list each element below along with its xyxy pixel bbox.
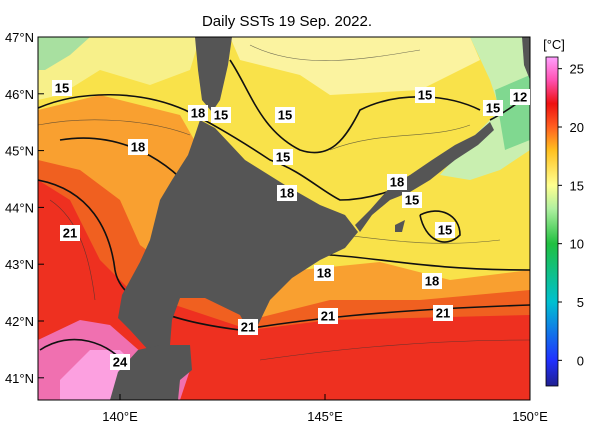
contour-label-box [275,107,295,123]
colorbar-tick-label: 25 [570,62,584,77]
lon-label: 150°E [512,409,548,424]
land [110,37,530,400]
contour-label-box [387,174,407,190]
contour-label-box [435,222,455,238]
contour-label-box [277,185,297,201]
contour-label: 15 [278,107,292,122]
contour-label: 18 [390,174,404,189]
colorbar-tick-label: 20 [570,120,584,135]
contour-label-box [188,105,208,121]
lat-label: 41°N [5,371,34,386]
lat-label: 46°N [5,87,34,102]
contour-label: 21 [321,308,335,323]
lon-label: 145°E [307,409,343,424]
contour-label: 21 [436,305,450,320]
contour-label: 18 [317,265,331,280]
colorbar [545,56,559,387]
contour-label: 15 [55,80,69,95]
contour-label-box [110,354,130,370]
contour-label: 15 [276,149,290,164]
contour-label: 18 [280,185,294,200]
contour-label-box [415,87,435,103]
lat-label: 43°N [5,257,34,272]
contour-label: 18 [131,139,145,154]
lat-label: 44°N [5,200,34,215]
contour-label: 15 [438,222,452,237]
contour-label: 21 [63,225,77,240]
contour-label-box [128,139,148,155]
colorbar-tick-label: 10 [570,237,584,252]
contour-label: 24 [113,354,128,369]
contour-label-box [238,319,258,335]
colorbar-tick-label: 5 [577,295,584,310]
contour-label: 18 [191,105,205,120]
map-frame [37,36,531,401]
contour-label-box [60,225,80,241]
contour-label-box [314,265,334,281]
colorbar-label: [°C] [543,37,565,52]
lat-label: 47°N [5,30,34,45]
colorbar-tick-label: 0 [577,353,584,368]
colorbar-tick-label: 15 [570,178,584,193]
contour-label: 15 [418,87,432,102]
contour-label: 21 [241,319,255,334]
contour-label-box [52,80,72,96]
contour-label-box [422,273,442,289]
contour-label: 12 [513,89,527,104]
contour-label-box [211,107,231,123]
map-title: Daily SSTs 19 Sep. 2022. [202,13,372,30]
sst-field [38,37,530,400]
contour-label-box [273,149,293,165]
lat-label: 42°N [5,314,34,329]
contour-label-box [433,305,453,321]
lat-label: 45°N [5,144,34,159]
contour-label: 15 [214,107,228,122]
contour-label: 15 [405,192,419,207]
contour-label-box [402,192,422,208]
contour-label: 18 [425,273,439,288]
contour-label-box [510,89,530,105]
contour-label: 15 [486,100,500,115]
lon-label: 140°E [102,409,138,424]
contour-label-box [483,100,503,116]
contour-label-box [318,308,338,324]
